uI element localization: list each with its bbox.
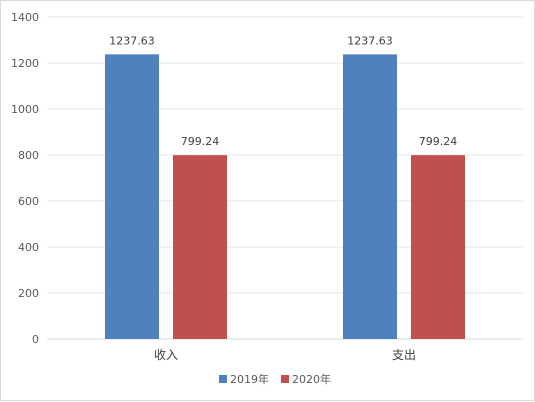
- y-tick-label: 800: [18, 149, 39, 162]
- data-label: 1237.63: [109, 34, 155, 47]
- legend-swatch: [281, 375, 289, 383]
- bar-series-2-1: [173, 155, 227, 339]
- data-label: 799.24: [419, 135, 458, 148]
- y-tick-label: 200: [18, 287, 39, 300]
- y-tick-label: 1400: [11, 11, 39, 24]
- bar-series-1-2: [343, 54, 397, 340]
- bar-series-2-2: [411, 155, 465, 339]
- x-category-label: 收入: [154, 348, 178, 362]
- data-label: 799.24: [181, 135, 220, 148]
- legend-label: 2020年: [292, 372, 331, 386]
- y-tick-label: 0: [32, 333, 39, 346]
- y-tick-label: 1200: [11, 57, 39, 70]
- y-tick-label: 1000: [11, 103, 39, 116]
- y-tick-label: 600: [18, 195, 39, 208]
- y-tick-label: 400: [18, 241, 39, 254]
- legend-label: 2019年: [230, 372, 269, 386]
- x-category-label: 支出: [392, 348, 416, 362]
- legend-swatch: [219, 375, 227, 383]
- data-label: 1237.63: [347, 34, 393, 47]
- bar-series-1-1: [105, 54, 159, 340]
